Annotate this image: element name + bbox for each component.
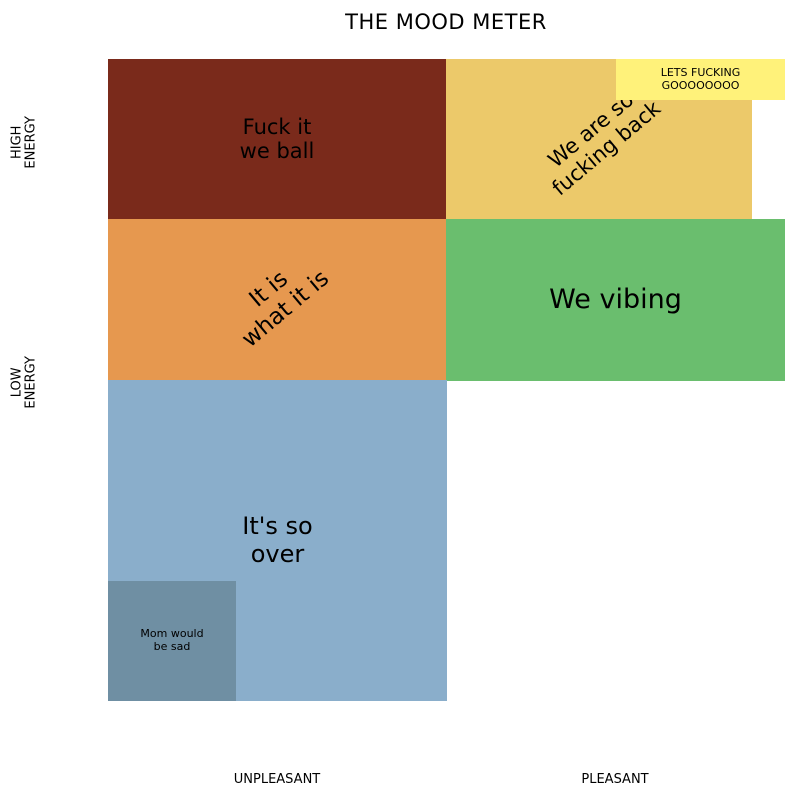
cell-low-energy-unpleasant-sub: Mom would be sad: [108, 581, 236, 701]
x-axis-label-pleasant: PLEASANT: [581, 772, 649, 787]
cell-mid-energy-pleasant: We vibing: [446, 219, 785, 381]
y-axis-label-high-energy: HIGH ENERGY: [9, 116, 39, 169]
cell-label-it-is-what-it-is: It is what it is: [236, 265, 334, 354]
y-axis-label-low-energy: LOW ENERGY: [9, 356, 39, 409]
cell-label-fuck-it-we-ball: Fuck it we ball: [239, 114, 315, 163]
cell-label-its-so-over: It's so over: [242, 511, 313, 568]
cell-label-we-vibing: We vibing: [549, 284, 682, 316]
chart-title: THE MOOD METER: [345, 10, 547, 34]
cell-high-energy-unpleasant: Fuck it we ball: [108, 59, 446, 219]
cell-label-mom-would-be-sad: Mom would be sad: [140, 627, 204, 653]
cell-label-lets-go: LETS FUCKING GOOOOOOOO: [660, 65, 741, 92]
x-axis-label-unpleasant: UNPLEASANT: [233, 772, 321, 787]
cell-peak-energy-pleasant: LETS FUCKING GOOOOOOOO: [616, 59, 785, 100]
cell-mid-energy-unpleasant: It is what it is: [108, 219, 446, 380]
